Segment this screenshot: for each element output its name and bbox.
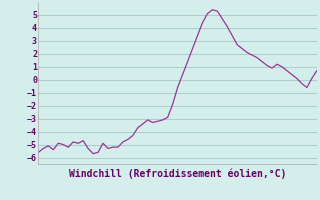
X-axis label: Windchill (Refroidissement éolien,°C): Windchill (Refroidissement éolien,°C) [69,168,286,179]
